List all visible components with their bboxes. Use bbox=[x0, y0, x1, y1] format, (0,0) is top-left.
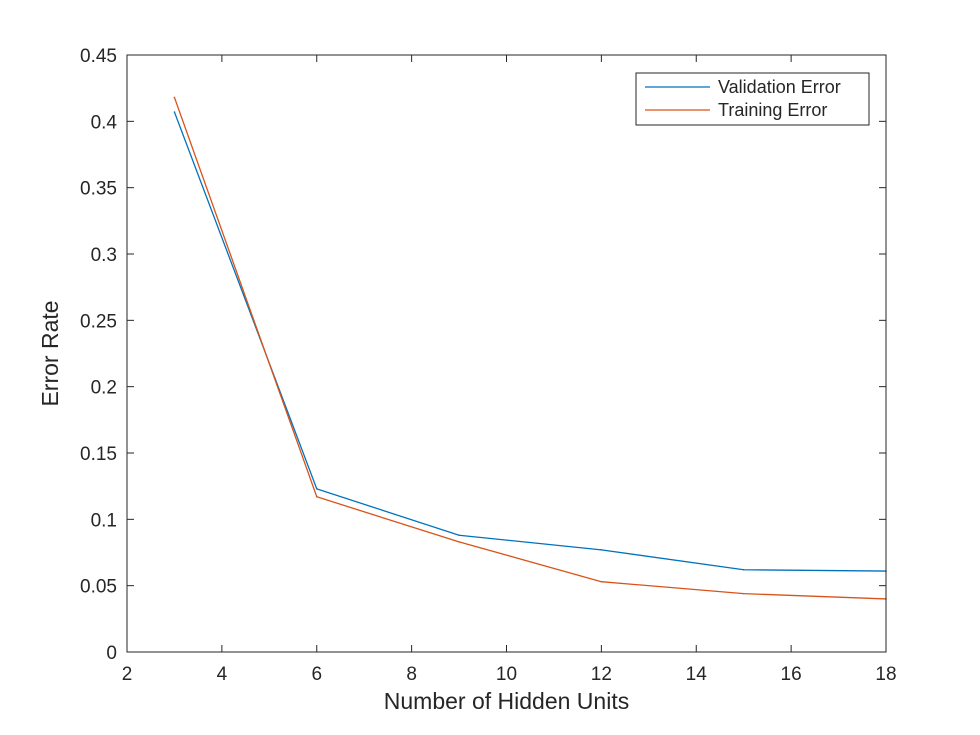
y-tick-label: 0.3 bbox=[91, 245, 117, 266]
data-point-validation-error bbox=[742, 568, 745, 571]
x-tick-label: 4 bbox=[217, 664, 228, 685]
x-tick-label: 6 bbox=[311, 664, 322, 685]
x-tick-label: 2 bbox=[122, 664, 133, 685]
data-point-training-error bbox=[315, 495, 318, 498]
x-tick-label: 16 bbox=[781, 664, 802, 685]
x-tick-label: 12 bbox=[591, 664, 612, 685]
data-point-training-error bbox=[742, 592, 745, 595]
data-point-validation-error bbox=[458, 534, 460, 537]
series-line-validation-error bbox=[173, 111, 887, 572]
legend-label-training-error: Training Error bbox=[718, 100, 827, 120]
x-tick-label: 10 bbox=[496, 664, 517, 685]
legend: Validation Error Training Error bbox=[635, 72, 870, 126]
series-line-training-error bbox=[173, 97, 887, 600]
y-tick-label: 0.1 bbox=[91, 510, 117, 531]
y-tick-label: 0.15 bbox=[80, 444, 117, 465]
data-point-validation-error bbox=[600, 549, 603, 551]
x-axis-label: Number of Hidden Units bbox=[384, 688, 629, 714]
data-point-training-error bbox=[458, 541, 460, 543]
y-tick-label: 0.4 bbox=[91, 112, 118, 133]
y-tick-label: 0.05 bbox=[80, 577, 117, 598]
data-point-training-error bbox=[173, 96, 176, 99]
data-point-validation-error bbox=[173, 111, 176, 113]
legend-label-validation-error: Validation Error bbox=[718, 77, 841, 97]
y-tick-label: 0.35 bbox=[80, 179, 117, 200]
x-tick-label: 8 bbox=[406, 664, 417, 685]
data-point-training-error bbox=[600, 580, 603, 583]
x-tick-label: 14 bbox=[686, 664, 708, 685]
y-axis-label: Error Rate bbox=[37, 300, 63, 406]
y-tick-label: 0.25 bbox=[80, 311, 117, 332]
plot-area bbox=[127, 55, 886, 652]
y-tick-label: 0.45 bbox=[80, 46, 117, 67]
legend-box bbox=[635, 72, 870, 126]
plot-frame bbox=[126, 54, 887, 653]
tick-labels-layer: 2 4 6 8 10 12 14 16 18 0 0.05 0.1 0.15 0.2 0.25 0.3 0.35… bbox=[80, 46, 897, 685]
y-tick-label: 0 bbox=[106, 643, 117, 664]
data-point-validation-error bbox=[315, 488, 318, 490]
x-tick-label: 18 bbox=[875, 664, 896, 685]
y-tick-label: 0.2 bbox=[91, 378, 117, 399]
